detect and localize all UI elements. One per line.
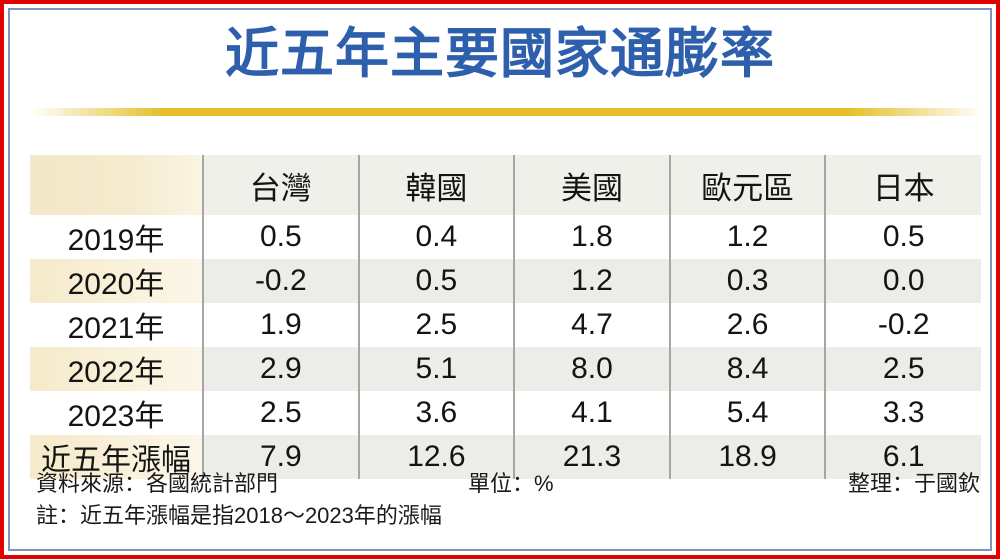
cell-value: -0.2 bbox=[202, 259, 359, 303]
footer-line: 資料來源：各國統計部門 單位：% 整理：于國欽 bbox=[0, 466, 1000, 496]
cell-value: 8.0 bbox=[513, 347, 670, 391]
table-row-2023: 2023年 2.5 3.6 4.1 5.4 3.3 bbox=[30, 391, 981, 435]
cell-value: 0.5 bbox=[824, 215, 981, 259]
cell-value: 1.2 bbox=[668, 215, 826, 259]
cell-value: 1.2 bbox=[513, 259, 670, 303]
cell-value: 7.9 bbox=[202, 435, 359, 479]
cell-value: 2.5 bbox=[202, 391, 359, 435]
cell-value: 5.4 bbox=[668, 391, 826, 435]
cell-value: 2.6 bbox=[668, 303, 826, 347]
table-header-row: 台灣 韓國 美國 歐元區 日本 bbox=[30, 155, 981, 215]
cell-value: 2.9 bbox=[202, 347, 359, 391]
cell-value: 6.1 bbox=[824, 435, 981, 479]
col-header-japan: 日本 bbox=[824, 155, 981, 215]
unit-label: 單位：% bbox=[468, 471, 554, 496]
col-header-usa: 美國 bbox=[513, 155, 670, 215]
col-header-eurozone: 歐元區 bbox=[668, 155, 826, 215]
cell-value: 4.7 bbox=[513, 303, 670, 347]
data-source-label: 資料來源：各國統計部門 bbox=[36, 471, 279, 496]
cell-value: 4.1 bbox=[513, 391, 670, 435]
cell-value: 0.0 bbox=[824, 259, 981, 303]
col-header-taiwan: 台灣 bbox=[202, 155, 359, 215]
cell-value: 5.1 bbox=[357, 347, 515, 391]
cell-value: 1.9 bbox=[202, 303, 359, 347]
cell-value: 2.5 bbox=[824, 347, 981, 391]
table-row-2021: 2021年 1.9 2.5 4.7 2.6 -0.2 bbox=[30, 303, 981, 347]
footnote: 註：近五年漲幅是指2018～2023年的漲幅 bbox=[36, 503, 442, 528]
cell-value: 2.5 bbox=[357, 303, 515, 347]
row-label: 近五年漲幅 bbox=[30, 435, 203, 479]
editor-label: 整理：于國欽 bbox=[847, 471, 980, 496]
cell-value: 3.3 bbox=[824, 391, 981, 435]
cell-value: 18.9 bbox=[668, 435, 826, 479]
cell-value: 0.5 bbox=[202, 215, 359, 259]
table-row-2022: 2022年 2.9 5.1 8.0 8.4 2.5 bbox=[30, 347, 981, 391]
col-header-korea: 韓國 bbox=[357, 155, 515, 215]
table-row-5yr-total: 近五年漲幅 7.9 12.6 21.3 18.9 6.1 bbox=[30, 435, 981, 479]
row-label: 2023年 bbox=[30, 391, 203, 435]
cell-value: 21.3 bbox=[513, 435, 670, 479]
cell-value: 0.4 bbox=[357, 215, 515, 259]
cell-value: 1.8 bbox=[513, 215, 670, 259]
row-label: 2019年 bbox=[30, 215, 203, 259]
table-row-2020: 2020年 -0.2 0.5 1.2 0.3 0.0 bbox=[30, 259, 981, 303]
corner-cell bbox=[30, 155, 203, 215]
inflation-table: 台灣 韓國 美國 歐元區 日本 2019年 0.5 0.4 1.8 1.2 0.… bbox=[30, 155, 981, 479]
row-label: 2020年 bbox=[30, 259, 203, 303]
row-label: 2022年 bbox=[30, 347, 203, 391]
cell-value: 8.4 bbox=[668, 347, 826, 391]
cell-value: 12.6 bbox=[357, 435, 515, 479]
cell-value: 3.6 bbox=[357, 391, 515, 435]
table-row-2019: 2019年 0.5 0.4 1.8 1.2 0.5 bbox=[30, 215, 981, 259]
gold-divider-rule bbox=[30, 108, 983, 116]
cell-value: 0.3 bbox=[668, 259, 826, 303]
cell-value: -0.2 bbox=[824, 303, 981, 347]
page-title: 近五年主要國家通膨率 bbox=[225, 24, 775, 84]
cell-value: 0.5 bbox=[357, 259, 515, 303]
row-label: 2021年 bbox=[30, 303, 203, 347]
